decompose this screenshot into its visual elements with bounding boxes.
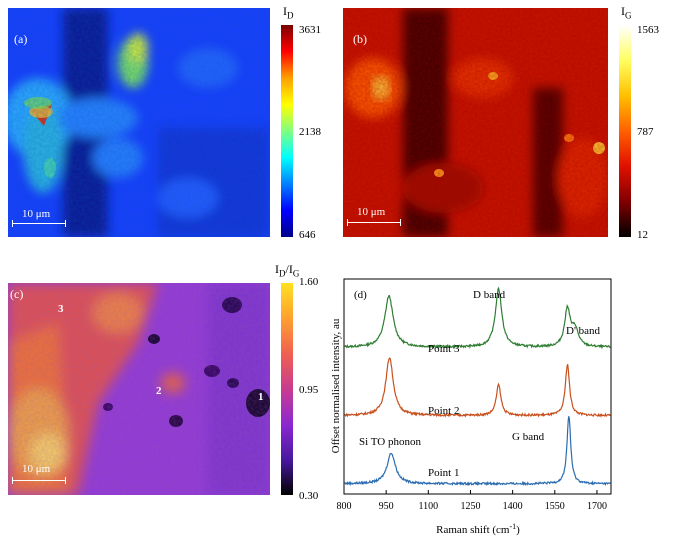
colorbar-min-a: 646 [299,229,316,241]
x-tick-label: 1550 [545,501,565,512]
x-tick-label: 1250 [460,501,480,512]
panel-label-d: (d) [354,289,367,301]
scale-bar-label-b: 10 μm [357,206,386,218]
colorbar-hot [619,25,631,237]
colorbar-jet [281,25,293,237]
x-axis-label: Raman shift (cm-1) [436,522,520,537]
scale-bar-c [12,477,66,484]
x-tick-label: 800 [337,501,352,512]
colorbar-max-a: 3631 [299,24,321,36]
point-marker-3: 3 [58,303,64,315]
colorbar-mid-a: 2138 [299,126,321,138]
spectrum-line-point-1 [344,416,611,487]
plot-frame [343,278,612,495]
ig-intensity-map: (b) 10 μm [343,8,608,237]
spectrum-line-point-2 [344,357,611,419]
scale-bar-label-a: 10 μm [22,208,51,220]
panel-label-b: (b) [353,32,367,46]
point-marker-2: 2 [156,385,162,397]
id-ig-ratio-map: (c) 3 2 1 10 μm [8,283,270,495]
colorbar-title-c: ID/IG [275,262,300,279]
colorbar-title-b: IG [621,4,632,21]
x-tick-label: 1700 [587,501,607,512]
colorbar-mid-b: 787 [637,126,654,138]
series-label-point-3: Point 3 [428,343,460,355]
panel-label-c: (c) [10,287,24,301]
spectrum-line-point-3 [344,286,611,350]
series-label-point-2: Point 2 [428,405,459,417]
colorbar-mid-c: 0.95 [299,384,319,396]
point-marker-1: 1 [258,391,264,403]
scale-bar-a [12,220,66,227]
annotation-d-prime-band: D' band [566,325,601,337]
x-tick-label: 1100 [418,501,438,512]
series-label-point-1: Point 1 [428,467,459,479]
colorbar-min-b: 12 [637,229,648,241]
x-tick-label: 950 [379,501,394,512]
scale-bar-label-c: 10 μm [22,463,51,475]
colorbar-max-b: 1563 [637,24,659,36]
panel-label-a: (a) [14,32,28,46]
y-axis-label: Offset normalised intensity, au [330,318,342,453]
colorbar-max-c: 1.60 [299,276,319,288]
colorbar-plasma [281,283,293,495]
id-intensity-map: (a) 10 μm [8,8,270,237]
annotation-g-band: G band [512,431,545,443]
x-tick-label: 1400 [503,501,523,512]
colorbar-min-c: 0.30 [299,490,319,502]
annotation-si-to-phonon: Si TO phonon [359,436,421,448]
scale-bar-b [347,219,401,226]
annotation-d-band: D band [473,289,506,301]
colorbar-title-a: ID [283,4,294,21]
